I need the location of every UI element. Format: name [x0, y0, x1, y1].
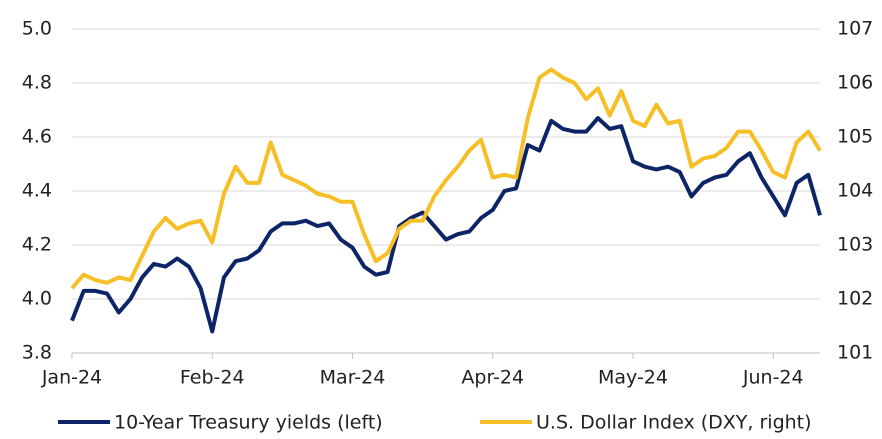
- y2-tick-label: 106: [837, 72, 873, 94]
- x-tick-label: May-24: [598, 367, 668, 389]
- y-tick-label: 4.4: [22, 180, 52, 202]
- x-tick-label: Feb-24: [180, 367, 245, 389]
- y-tick-label: 5.0: [22, 18, 52, 40]
- series-line: [70, 116, 822, 334]
- y-tick-label: 4.0: [22, 288, 52, 310]
- legend-label: U.S. Dollar Index (DXY, right): [536, 412, 812, 434]
- y2-tick-label: 103: [837, 234, 873, 256]
- y-tick-label: 4.6: [22, 126, 52, 148]
- y2-tick-label: 105: [837, 126, 873, 148]
- legend-label: 10-Year Treasury yields (left): [114, 412, 383, 434]
- y-tick-label: 4.8: [22, 72, 52, 94]
- x-tick-label: Apr-24: [461, 367, 524, 389]
- series-line: [70, 67, 822, 290]
- y2-tick-label: 101: [837, 342, 873, 364]
- y-tick-label: 3.8: [22, 342, 52, 364]
- x-tick-label: Mar-24: [320, 367, 386, 389]
- x-tick-label: Jun-24: [742, 367, 804, 389]
- y2-tick-label: 104: [837, 180, 873, 202]
- y-tick-label: 4.2: [22, 234, 52, 256]
- y2-tick-label: 107: [837, 18, 873, 40]
- x-tick-label: Jan-24: [41, 367, 102, 389]
- y2-tick-label: 102: [837, 288, 873, 310]
